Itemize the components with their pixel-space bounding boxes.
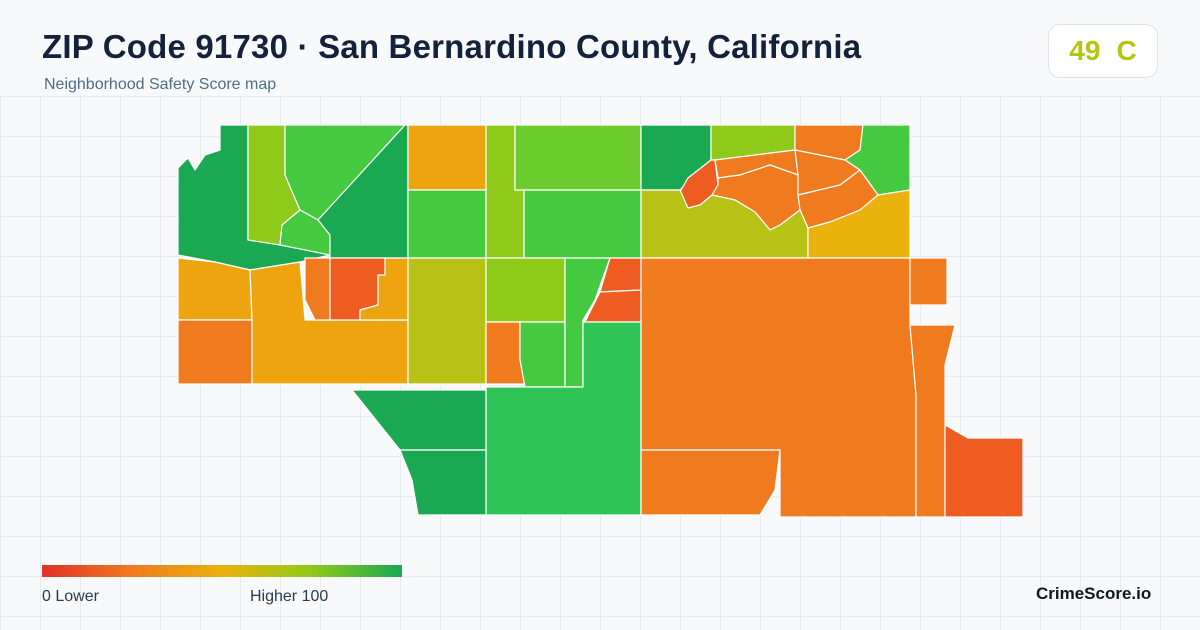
- safety-score-value: 49: [1069, 35, 1101, 66]
- map-region[interactable]: [485, 257, 566, 323]
- map-region[interactable]: [944, 424, 1024, 518]
- map-region[interactable]: [807, 189, 911, 259]
- page-title: ZIP Code 91730 · San Bernardino County, …: [42, 28, 862, 65]
- map-region[interactable]: [351, 389, 487, 451]
- map-region[interactable]: [407, 257, 487, 385]
- map-region[interactable]: [640, 449, 781, 516]
- legend-max-label: Higher 100: [250, 588, 329, 605]
- map-region[interactable]: [407, 189, 487, 259]
- map-region[interactable]: [407, 124, 487, 191]
- map-region[interactable]: [485, 321, 526, 385]
- map-region[interactable]: [523, 189, 642, 259]
- map-region[interactable]: [514, 124, 642, 191]
- map-region[interactable]: [519, 321, 566, 388]
- legend-min-label: 0 Lower: [42, 588, 99, 605]
- safety-score-badge: 49 C: [1048, 24, 1158, 78]
- page-subtitle: Neighborhood Safety Score map: [44, 76, 277, 93]
- legend-gradient-bar: [42, 565, 402, 577]
- safety-score-grade: C: [1116, 35, 1137, 66]
- map-region[interactable]: [304, 257, 331, 321]
- map-region[interactable]: [909, 257, 948, 306]
- map-region[interactable]: [177, 319, 253, 385]
- map-region[interactable]: [399, 449, 487, 516]
- brand-logo-text[interactable]: CrimeScore.io: [1036, 584, 1152, 603]
